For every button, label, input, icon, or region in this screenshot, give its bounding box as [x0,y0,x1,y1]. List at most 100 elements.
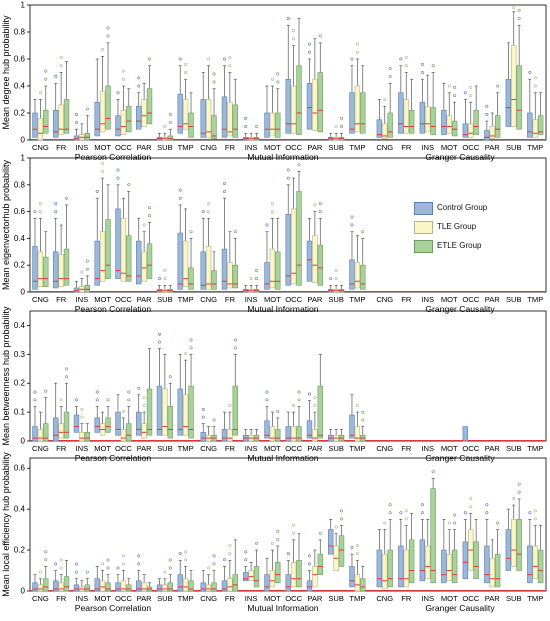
outlier [485,104,489,108]
legend-swatch-control [414,202,433,215]
box [489,557,495,588]
outlier [189,346,193,350]
region-label: FR [225,143,236,152]
outlier [453,93,457,97]
outlier [106,26,110,30]
outlier [106,34,110,38]
box [451,549,458,584]
outlier [276,537,280,541]
box [275,562,281,584]
legend-label-control: Control Group [437,203,488,212]
region-label: MOT [264,444,281,453]
outlier [276,529,280,533]
outlier [59,398,63,402]
region-label: FR [56,295,67,304]
outlier [212,72,216,76]
outlier [485,503,489,507]
region-label: FR [225,594,236,603]
outlier [163,277,167,281]
box [146,388,153,436]
outlier [447,521,451,525]
outlier [127,398,131,402]
outlier [74,120,78,124]
box [227,429,233,442]
outlier [255,541,259,545]
box [126,105,132,133]
region-label: TMP [349,295,365,304]
box [167,135,173,141]
region-label: OCC [462,444,479,453]
outlier [244,116,248,120]
region-label: MOT [94,444,111,453]
y-tick-label: 0.1 [14,408,26,417]
outlier [512,496,516,500]
outlier [276,80,280,84]
outlier [54,75,58,79]
box [446,553,452,582]
outlier [355,544,359,548]
y-tick-label: 0.2 [14,546,26,555]
outlier [121,69,125,73]
outlier [212,80,216,84]
outlier [297,390,301,394]
outlier [54,202,58,206]
box [177,232,183,290]
box [167,582,173,592]
y-tick-label: 0.6 [14,464,26,473]
box [141,99,147,127]
legend-item-etle: ETLE Group [412,237,510,256]
box [53,251,59,289]
box [58,582,64,592]
outlier [127,390,131,394]
outlier [74,398,78,402]
box [136,580,142,592]
box [141,582,147,592]
outlier [59,64,63,68]
box [73,287,80,293]
box [537,549,544,584]
box [120,580,127,592]
region-label: CNG [32,295,49,304]
outlier [361,230,365,234]
outlier [85,570,89,574]
region-label: OCC [462,143,479,152]
box [188,267,194,290]
box [120,110,127,135]
section-title: Pearson Correlation [75,304,152,314]
box [84,132,90,141]
region-label: OCC [285,295,302,304]
box [269,426,276,442]
outlier [38,570,42,574]
outlier [334,125,338,129]
box [32,426,38,442]
outlier [201,415,205,419]
outlier [33,398,37,402]
section-title: Granger Causality [425,304,495,314]
box [43,423,49,442]
box [349,92,355,134]
region-label: FR [56,594,67,603]
outlier [485,511,489,515]
box [275,112,281,138]
outlier [178,552,182,556]
outlier [137,84,141,88]
box [63,99,70,134]
box [275,251,281,290]
box [537,115,544,135]
outlier [270,77,274,81]
region-label: TMP [178,594,194,603]
box [58,104,64,135]
box [205,246,212,290]
outlier [292,531,296,535]
region-label: TMP [178,295,194,304]
box [79,432,85,442]
box [37,118,44,141]
region-label: INS [76,594,89,603]
outlier [297,398,301,402]
box [532,119,538,138]
outlier [189,338,193,342]
region-label: FR [401,594,412,603]
region-label: PAR [137,295,153,304]
box [317,72,323,133]
box [188,385,194,439]
